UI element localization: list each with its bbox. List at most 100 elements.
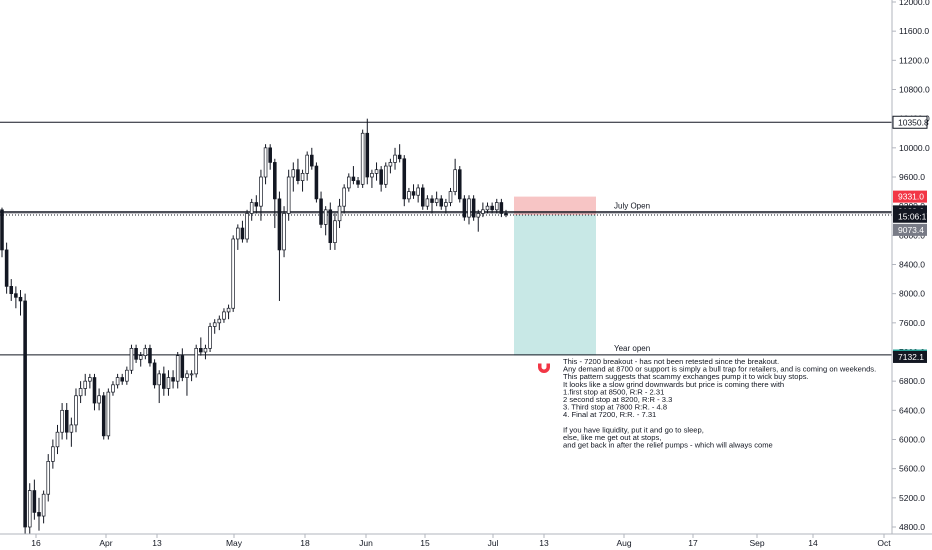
candle-body bbox=[88, 377, 92, 382]
candle-body bbox=[249, 202, 254, 214]
candle-body bbox=[51, 446, 55, 462]
candle-body bbox=[46, 461, 51, 495]
magnet-tip-right bbox=[546, 361, 550, 364]
y-tick-label: 11200.0 bbox=[899, 55, 929, 65]
plot-area[interactable] bbox=[0, 0, 892, 534]
candle-body bbox=[430, 198, 434, 203]
candle-body bbox=[407, 191, 411, 200]
candle-body bbox=[370, 173, 374, 178]
candle-body bbox=[485, 205, 490, 211]
candle-body bbox=[27, 490, 32, 528]
candle-body bbox=[111, 384, 115, 393]
note-line: 2 second stop at 8200, R:R - 3.3 bbox=[563, 395, 672, 404]
candle-body bbox=[337, 205, 342, 222]
candle-body bbox=[115, 377, 120, 386]
candle-body bbox=[203, 348, 208, 353]
candle-body bbox=[97, 395, 101, 404]
note-line: It looks like a slow grind downwards but… bbox=[563, 380, 784, 389]
take-profit-zone[interactable] bbox=[514, 214, 596, 356]
candle-body bbox=[273, 162, 277, 200]
price-tag-label: 9331.0 bbox=[898, 192, 924, 202]
candle-body bbox=[471, 198, 476, 218]
candle-body bbox=[14, 293, 18, 298]
position-tool[interactable] bbox=[514, 196, 596, 356]
candle-body bbox=[148, 348, 152, 364]
candle-body bbox=[222, 311, 226, 320]
candle-body bbox=[157, 373, 161, 386]
candlestick-series bbox=[0, 118, 508, 535]
y-tick-label: 7600.0 bbox=[899, 318, 925, 328]
candle-body bbox=[217, 318, 222, 324]
candle-body bbox=[360, 132, 365, 185]
candle-body bbox=[175, 355, 180, 382]
price-tag-label: 9073.4 bbox=[898, 225, 924, 235]
candle-body bbox=[226, 307, 231, 313]
candle-body bbox=[328, 209, 333, 243]
candle-body bbox=[263, 147, 268, 178]
candle-body bbox=[74, 395, 78, 426]
y-tick-label: 6800.0 bbox=[899, 376, 925, 386]
note-line: If you have liquidity, put it and go to … bbox=[563, 425, 704, 434]
candle-body bbox=[356, 180, 360, 185]
candle-body bbox=[453, 169, 457, 192]
note-line: 3. Third stop at 7800 R:R. - 4.8 bbox=[563, 403, 667, 412]
x-tick-label: 14 bbox=[808, 538, 818, 548]
y-tick-label: 8400.0 bbox=[899, 260, 925, 270]
candle-body bbox=[411, 191, 416, 196]
candle-body bbox=[125, 369, 129, 382]
candle-body bbox=[286, 176, 291, 214]
candle-body bbox=[282, 213, 286, 251]
candle-body bbox=[333, 220, 337, 243]
candle-body bbox=[388, 162, 393, 167]
candle-body bbox=[236, 227, 240, 240]
candle-body bbox=[393, 154, 397, 163]
stop-loss-zone[interactable] bbox=[514, 196, 596, 215]
candle-body bbox=[314, 165, 319, 200]
candle-body bbox=[120, 377, 125, 382]
note-line: else, like me get out at stops, bbox=[563, 433, 661, 442]
candle-body bbox=[78, 388, 83, 397]
x-axis[interactable]: 16 Apr 13 May 18 Jun 15 Jul 13 Aug 17 Sep 14 Oct bbox=[31, 534, 891, 548]
candle-body bbox=[194, 348, 198, 375]
candle-body bbox=[171, 377, 175, 382]
y-axis[interactable]: 12000.011600.011200.010800.010400.010000… bbox=[892, 0, 930, 532]
candle-body bbox=[416, 187, 420, 196]
candle-body bbox=[444, 202, 448, 207]
candle-body bbox=[259, 176, 263, 207]
candle-body bbox=[166, 377, 171, 389]
x-tick-label: Aug bbox=[616, 538, 631, 548]
y-tick-label: 8000.0 bbox=[899, 289, 925, 299]
trade-note[interactable]: This - 7200 breakout - has not been rete… bbox=[538, 357, 876, 450]
candle-body bbox=[425, 198, 430, 207]
y-tick-label: 6400.0 bbox=[899, 405, 925, 415]
candle-body bbox=[379, 169, 383, 185]
candle-body bbox=[374, 169, 379, 174]
candle-body bbox=[481, 209, 485, 214]
candle-body bbox=[32, 490, 37, 513]
candle-body bbox=[138, 355, 143, 360]
level-label: Year open bbox=[614, 344, 650, 353]
candle-body bbox=[0, 209, 4, 251]
candle-body bbox=[92, 377, 97, 404]
x-tick-label: 13 bbox=[152, 538, 162, 548]
candle-body bbox=[60, 409, 64, 433]
level-label: July Open bbox=[614, 202, 650, 211]
candle-body bbox=[457, 169, 462, 200]
candle-body bbox=[402, 158, 407, 200]
note-line: and get back in after the relief pumps -… bbox=[563, 441, 773, 450]
x-tick-label: 15 bbox=[420, 538, 430, 548]
candle-body bbox=[18, 296, 23, 302]
candle-body bbox=[212, 322, 217, 327]
candle-body bbox=[162, 373, 166, 389]
x-tick-label: 18 bbox=[300, 538, 310, 548]
y-tick-label: 9600.0 bbox=[899, 172, 925, 182]
candle-body bbox=[296, 169, 300, 181]
y-tick-label: 6000.0 bbox=[899, 435, 925, 445]
candle-body bbox=[199, 348, 203, 353]
y-tick-label: 10800.0 bbox=[899, 85, 930, 95]
candle-body bbox=[69, 424, 74, 433]
candle-body bbox=[434, 198, 439, 203]
x-tick-label: Jun bbox=[359, 538, 373, 548]
x-tick-label: 13 bbox=[539, 538, 549, 548]
